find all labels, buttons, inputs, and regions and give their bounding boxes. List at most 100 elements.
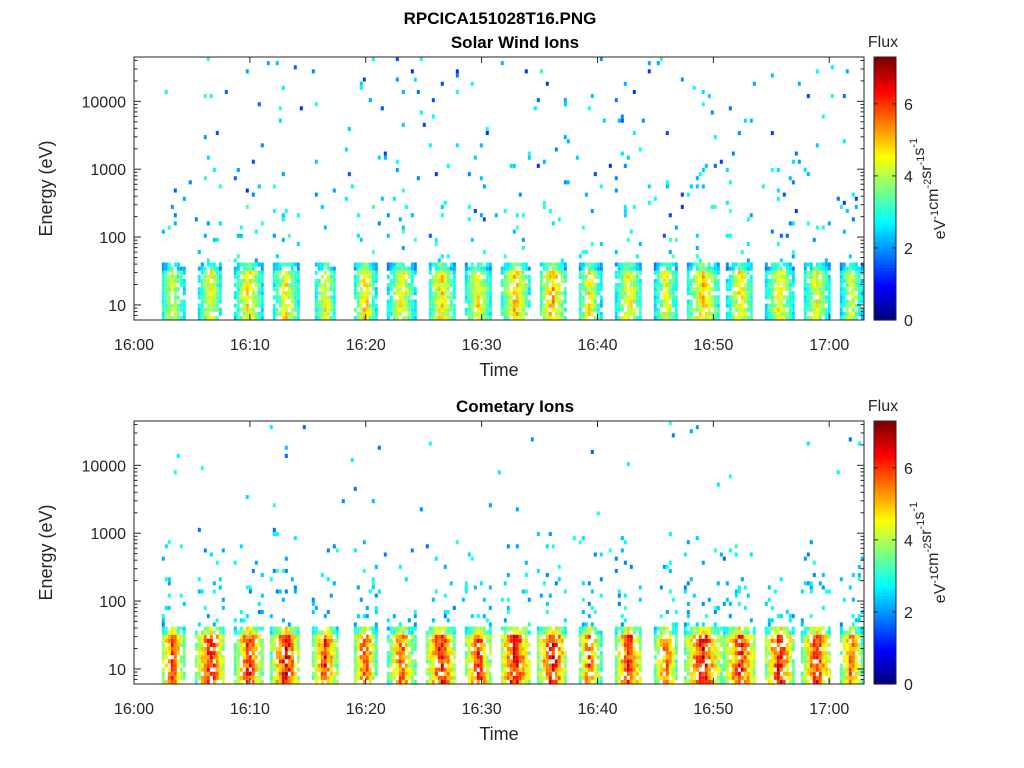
heatmap-cell xyxy=(371,663,375,668)
heatmap-cell xyxy=(329,642,333,647)
heatmap-cell xyxy=(485,283,489,288)
heatmap-cell xyxy=(803,581,807,586)
heatmap-cell xyxy=(386,291,390,296)
heatmap-cell xyxy=(704,671,708,676)
heatmap-cell xyxy=(542,295,546,300)
heatmap-cell xyxy=(521,274,525,279)
heatmap-cell xyxy=(257,610,261,615)
heatmap-cell xyxy=(353,315,357,320)
heatmap-cell xyxy=(815,283,819,288)
heatmap-cell xyxy=(365,315,369,320)
heatmap-cell xyxy=(173,221,177,226)
heatmap-cell xyxy=(356,647,360,652)
heatmap-cell xyxy=(548,270,552,275)
heatmap-cell xyxy=(584,278,588,283)
heatmap-cell xyxy=(623,283,627,288)
heatmap-cell xyxy=(731,270,735,275)
heatmap-cell xyxy=(368,283,372,288)
heatmap-cell xyxy=(362,295,366,300)
heatmap-cell xyxy=(599,283,603,288)
heatmap-cell xyxy=(599,262,603,267)
heatmap-cell xyxy=(779,303,783,308)
heatmap-cell xyxy=(590,278,594,283)
heatmap-cell xyxy=(281,278,285,283)
heatmap-cell xyxy=(539,278,543,283)
heatmap-cell xyxy=(653,634,657,639)
heatmap-cell xyxy=(713,663,717,668)
heatmap-cell xyxy=(413,311,417,316)
heatmap-cell xyxy=(539,303,543,308)
heatmap-cell xyxy=(842,291,846,296)
heatmap-cell xyxy=(410,287,414,292)
heatmap-cell xyxy=(374,564,378,569)
heatmap-cell xyxy=(311,655,315,660)
heatmap-cell xyxy=(374,651,378,656)
heatmap-cell xyxy=(773,266,777,271)
heatmap-cell xyxy=(743,671,747,676)
heatmap-cell xyxy=(164,287,168,292)
heatmap-cell xyxy=(368,626,372,631)
heatmap-cell xyxy=(317,307,321,312)
heatmap-cell xyxy=(332,307,336,312)
heatmap-cell xyxy=(509,647,513,652)
heatmap-cell xyxy=(314,307,318,312)
heatmap-cell xyxy=(482,630,486,635)
heatmap-cell xyxy=(518,192,522,197)
heatmap-cell xyxy=(443,610,447,615)
heatmap-cell xyxy=(725,655,729,660)
heatmap-cell xyxy=(638,241,642,246)
heatmap-cell xyxy=(578,638,582,643)
heatmap-cell xyxy=(164,651,168,656)
heatmap-cell xyxy=(512,307,516,312)
heatmap-cell xyxy=(209,663,213,668)
heatmap-cell xyxy=(785,630,789,635)
heatmap-cell xyxy=(803,311,807,316)
heatmap-cell xyxy=(359,659,363,664)
heatmap-cell xyxy=(590,283,594,288)
heatmap-cell xyxy=(401,675,405,680)
heatmap-cell xyxy=(803,634,807,639)
heatmap-cell xyxy=(518,315,522,320)
heatmap-cell xyxy=(356,278,360,283)
heatmap-cell xyxy=(476,262,480,267)
heatmap-cell xyxy=(479,667,483,672)
heatmap-cell xyxy=(359,634,363,639)
heatmap-cell xyxy=(524,311,528,316)
heatmap-cell xyxy=(260,299,264,304)
heatmap-cell xyxy=(311,601,315,606)
heatmap-cell xyxy=(356,675,360,680)
heatmap-cell xyxy=(812,237,816,242)
heatmap-cell xyxy=(740,287,744,292)
heatmap-cell xyxy=(815,287,819,292)
heatmap-cell xyxy=(818,299,822,304)
heatmap-cell xyxy=(698,307,702,312)
heatmap-cell xyxy=(806,441,810,446)
heatmap-cell xyxy=(854,270,858,275)
heatmap-cell xyxy=(800,589,804,594)
heatmap-cell xyxy=(791,250,795,255)
heatmap-cell xyxy=(503,659,507,664)
heatmap-cell xyxy=(767,663,771,668)
heatmap-cell xyxy=(251,568,255,573)
heatmap-cell xyxy=(671,315,675,320)
heatmap-cell xyxy=(500,295,504,300)
heatmap-cell xyxy=(656,663,660,668)
heatmap-cell xyxy=(404,675,408,680)
heatmap-cell xyxy=(257,299,261,304)
heatmap-cell xyxy=(260,311,264,316)
heatmap-cell xyxy=(251,303,255,308)
heatmap-cell xyxy=(236,659,240,664)
heatmap-cell xyxy=(512,270,516,275)
heatmap-cell xyxy=(725,597,729,602)
heatmap-cell xyxy=(848,585,852,590)
heatmap-cell xyxy=(296,638,300,643)
colorbar-step xyxy=(874,172,896,176)
heatmap-cell xyxy=(506,651,510,656)
heatmap-cell xyxy=(563,180,567,185)
heatmap-cell xyxy=(668,638,672,643)
heatmap-cell xyxy=(701,671,705,676)
heatmap-cell xyxy=(173,278,177,283)
heatmap-cell xyxy=(362,274,366,279)
heatmap-cell xyxy=(788,262,792,267)
heatmap-cell xyxy=(668,663,672,668)
